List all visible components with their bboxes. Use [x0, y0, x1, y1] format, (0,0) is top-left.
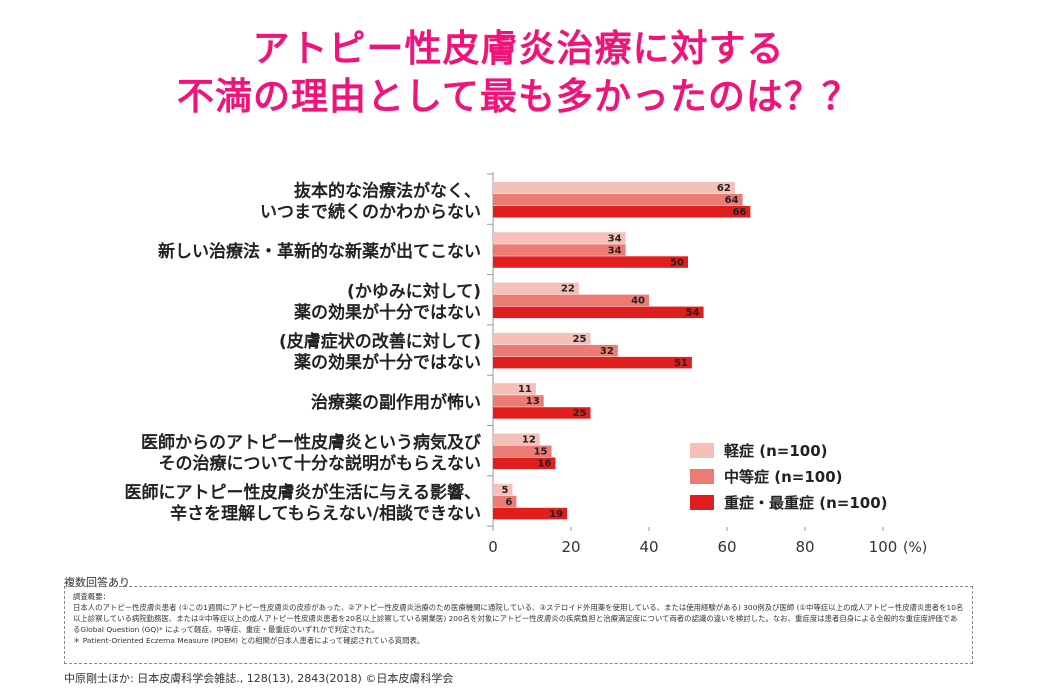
x-tick-label: 100 [869, 538, 898, 556]
bar-2 [493, 445, 552, 457]
legend-swatch-1 [690, 443, 714, 458]
category-label: 抜本的な治療法がなく、 [294, 180, 481, 201]
data-label: 16 [537, 459, 551, 470]
category-label: (かゆみに対して) [347, 281, 481, 302]
category-label: その治療について十分な説明がもらえない [159, 453, 482, 474]
category-label: 医師からのアトピー性皮膚炎という病気及び [141, 432, 481, 453]
bar-1 [493, 433, 540, 445]
data-label: 15 [534, 447, 548, 458]
data-label: 6 [505, 497, 512, 508]
data-label: 32 [600, 346, 614, 357]
data-label: 22 [561, 284, 575, 295]
bar-3 [493, 306, 704, 319]
multiple-answers-note: 複数回答あり [64, 576, 130, 589]
survey-summary-body: 日本人のアトピー性皮膚炎患者 (①この1週間にアトピー性皮膚炎の皮疹があった、②… [73, 603, 964, 634]
survey-summary-title: 調査概要： [73, 592, 110, 601]
data-label: 11 [518, 384, 532, 395]
x-tick-label: 40 [639, 538, 658, 556]
legend-swatch-2 [690, 469, 714, 484]
bar-2 [493, 495, 517, 508]
data-label: 40 [631, 296, 645, 307]
bar-3 [493, 507, 568, 520]
bar-2 [493, 344, 618, 357]
bar-3 [493, 457, 556, 469]
bar-1 [493, 282, 579, 295]
bar-3 [493, 256, 688, 268]
x-tick-label: 80 [795, 538, 814, 556]
data-label: 13 [526, 396, 540, 407]
data-label: 66 [732, 207, 746, 218]
category-label: 辛さを理解してもらえない/相談できない [170, 503, 481, 524]
data-label: 62 [717, 183, 731, 194]
bar-1 [493, 232, 626, 244]
data-label: 34 [608, 233, 622, 244]
data-label: 51 [674, 358, 688, 369]
data-label: 34 [608, 245, 622, 256]
bar-2 [493, 294, 649, 307]
bar-3 [493, 407, 591, 419]
category-label: (皮膚症状の改善に対して) [279, 331, 481, 352]
chart-title-line-2: 不満の理由として最も多かったのは？？ [177, 75, 860, 118]
data-label: 54 [686, 308, 700, 319]
x-tick-label: 0 [488, 538, 498, 556]
bar-1 [493, 483, 513, 496]
category-label: 医師にアトピー性皮膚炎が生活に与える影響、 [125, 482, 482, 503]
bar-1 [493, 383, 536, 395]
x-tick-label: 60 [717, 538, 736, 556]
bar-1 [493, 182, 735, 194]
x-tick-label: 20 [561, 538, 580, 556]
data-label: 5 [502, 485, 509, 496]
bar-2 [493, 194, 743, 206]
bar-chart: 626466抜本的な治療法がなく、いつまで続くのかわからない343450新しい治… [125, 172, 927, 556]
data-label: 25 [573, 408, 587, 419]
bar-3 [493, 356, 692, 369]
x-axis-unit: (%) [903, 540, 927, 556]
data-label: 19 [549, 509, 563, 520]
survey-summary-footnote: ＊ Patient-Oriented Eczema Measure (POEM)… [73, 636, 425, 645]
legend-label-2: 中等症 (n=100) [724, 468, 843, 486]
category-label: 治療薬の副作用が怖い [311, 392, 481, 413]
bar-3 [493, 206, 751, 218]
category-label: いつまで続くのかわからない [260, 201, 481, 222]
category-label: 新しい治療法・革新的な新薬が出てこない [158, 241, 481, 262]
chart-title-line-1: アトピー性皮膚炎治療に対する [252, 27, 785, 70]
legend-label-1: 軽症 (n=100) [724, 442, 828, 460]
legend-swatch-3 [690, 495, 714, 510]
bar-2 [493, 244, 626, 256]
bar-1 [493, 332, 591, 345]
data-label: 12 [522, 435, 536, 446]
category-label: 薬の効果が十分ではない [294, 302, 481, 323]
category-label: 薬の効果が十分ではない [294, 352, 481, 373]
source-citation: 中原剛士ほか: 日本皮膚科学会雑誌., 128(13), 2843(2018) … [64, 672, 454, 685]
data-label: 64 [725, 195, 739, 206]
data-label: 50 [670, 257, 684, 268]
legend-label-3: 重症・最重症 (n=100) [724, 494, 888, 512]
data-label: 25 [573, 334, 587, 345]
survey-summary-box: 調査概要： 日本人のアトピー性皮膚炎患者 (①この1週間にアトピー性皮膚炎の皮疹… [64, 586, 973, 664]
bar-2 [493, 395, 544, 407]
